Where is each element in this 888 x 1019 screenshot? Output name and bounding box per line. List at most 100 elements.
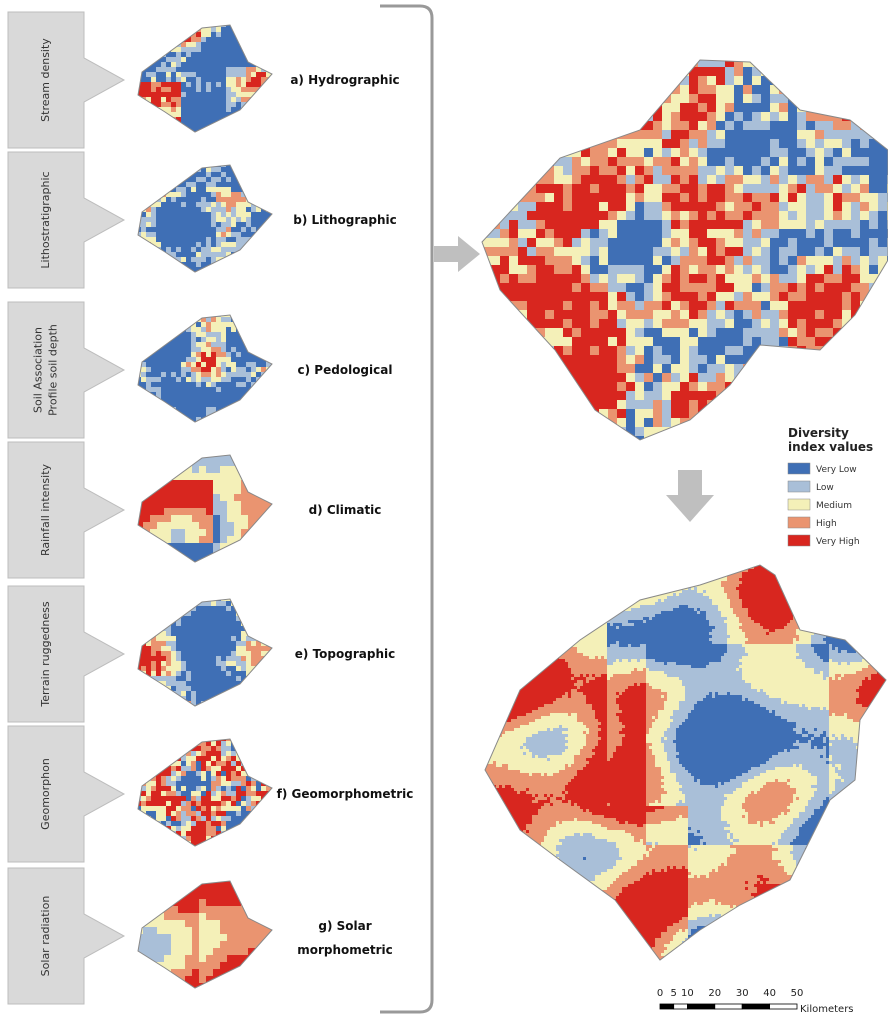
map-cell (869, 121, 878, 130)
map-cell (236, 217, 241, 222)
map-cell (743, 211, 752, 220)
map-cell (779, 85, 788, 94)
map-cell (176, 222, 181, 227)
map-cell (136, 237, 141, 242)
map-cell (157, 459, 164, 466)
map-cell (824, 202, 833, 211)
map-cell (824, 184, 833, 193)
map-cell (216, 82, 221, 87)
map-cell (806, 94, 815, 103)
map-cell (141, 232, 146, 237)
map-cell (146, 646, 151, 651)
map-cell (161, 352, 166, 357)
map-cell (797, 130, 806, 139)
map-cell (181, 232, 186, 237)
map-cell (199, 955, 206, 962)
map-cell (246, 247, 251, 252)
map-cell (201, 117, 206, 122)
map-cell (743, 193, 752, 202)
map-cell (176, 841, 181, 846)
map-cell (206, 87, 211, 92)
map-cell (186, 272, 191, 277)
map-cell (181, 796, 186, 801)
figure: Stream densitya) HydrographicLithostrati… (0, 0, 888, 1019)
map-cell (221, 786, 226, 791)
map-cell (770, 238, 779, 247)
map-cell (617, 76, 626, 85)
map-cell (590, 157, 599, 166)
map-cell (536, 76, 545, 85)
map-cell (833, 157, 842, 166)
map-cell (157, 543, 164, 550)
map-cell (788, 211, 797, 220)
map-cell (842, 238, 851, 247)
map-cell (251, 77, 256, 82)
map-cell (860, 220, 869, 229)
map-cell (246, 656, 251, 661)
map-cell (251, 52, 256, 57)
map-cell (234, 550, 241, 557)
map-cell (261, 746, 266, 751)
map-cell (255, 878, 262, 885)
map-cell (156, 706, 161, 711)
map-cell (141, 801, 146, 806)
map-cell (518, 67, 527, 76)
map-cell (166, 32, 171, 37)
map-cell (161, 671, 166, 676)
map-cell (151, 646, 156, 651)
map-cell (161, 836, 166, 841)
map-cell (680, 94, 689, 103)
map-cell (261, 836, 266, 841)
map-cell (156, 217, 161, 222)
map-cell (256, 806, 261, 811)
map-cell (216, 62, 221, 67)
map-cell (491, 112, 500, 121)
map-cell (211, 172, 216, 177)
map-cell (527, 211, 536, 220)
map-cell (211, 816, 216, 821)
map-cell (227, 983, 234, 990)
map-cell (246, 766, 251, 771)
map-cell (236, 87, 241, 92)
map-cell (734, 211, 743, 220)
map-cell (221, 606, 226, 611)
map-cell (271, 596, 276, 601)
map-cell (141, 621, 146, 626)
map-cell (241, 706, 246, 711)
map-cell (241, 257, 246, 262)
map-cell (266, 746, 271, 751)
map-cell (206, 267, 211, 272)
map-cell (563, 184, 572, 193)
map-cell (241, 317, 246, 322)
map-cell (554, 112, 563, 121)
map-cell (226, 202, 231, 207)
map-cell (161, 172, 166, 177)
map-cell (136, 167, 141, 172)
map-cell (241, 836, 246, 841)
map-cell (626, 103, 635, 112)
map-cell (231, 422, 236, 427)
map-cell (227, 934, 234, 941)
map-cell (241, 37, 246, 42)
map-cell (191, 337, 196, 342)
map-cell (251, 746, 256, 751)
map-cell (231, 357, 236, 362)
map-cell (227, 529, 234, 536)
map-cell (196, 791, 201, 796)
map-cell (141, 182, 146, 187)
map-cell (246, 47, 251, 52)
map-cell (572, 139, 581, 148)
map-cell (146, 606, 151, 611)
map-cell (236, 382, 241, 387)
map-cell (161, 37, 166, 42)
map-cell (266, 836, 271, 841)
map-cell (234, 452, 241, 459)
map-cell (536, 85, 545, 94)
map-cell (554, 58, 563, 67)
map-cell (221, 212, 226, 217)
input-label: a) Hydrographic (290, 73, 399, 87)
map-cell (171, 846, 176, 851)
map-cell (231, 801, 236, 806)
map-cell (166, 352, 171, 357)
map-cell (136, 616, 141, 621)
